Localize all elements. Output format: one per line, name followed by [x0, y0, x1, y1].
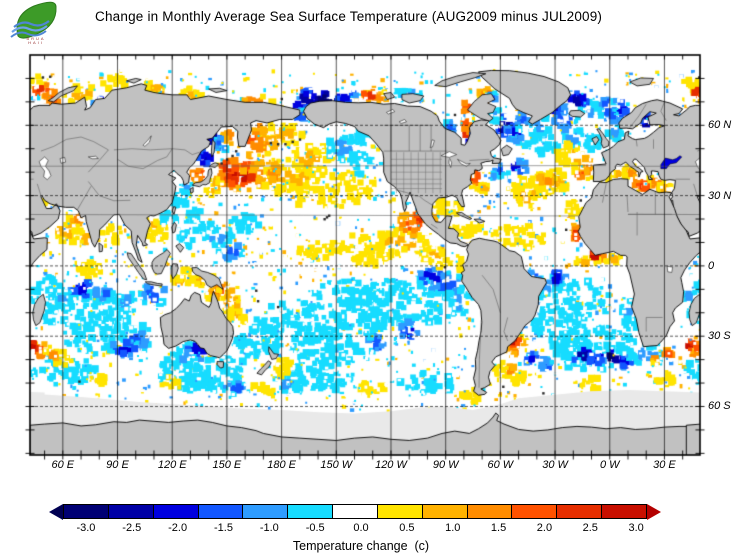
lon-axis-label: 90 E [106, 459, 129, 471]
colorbar-segment [556, 504, 603, 519]
lon-axis-label: 30 E [653, 459, 676, 471]
colorbar-tick-label: 1.5 [490, 522, 507, 534]
colorbar-segment [242, 504, 289, 519]
colorbar-title: Temperature change (c) [292, 539, 430, 553]
leaf-waves-icon [10, 1, 57, 39]
colorbar-tick-label: 2.5 [582, 522, 598, 534]
lat-axis-label: 30 N [708, 189, 732, 202]
colorbar-segment [466, 504, 513, 519]
lat-axis-label: 30 S [708, 330, 731, 343]
lon-axis-label: 120 W [375, 459, 407, 471]
colorbar-tick-label: -3.0 [76, 522, 96, 534]
logo-caption-line2: HAII [28, 40, 44, 45]
world-sst-anomaly-map [22, 47, 714, 465]
logo-caption-line1: BRUA [26, 36, 46, 41]
lon-axis-label: 30 W [542, 459, 568, 471]
colorbar-segment [601, 504, 647, 519]
colorbar-tick-labels: -3.0 -2.5 -2.0 -1.5 -1.0 -0.5 0.0 0.5 1.0 1.5 2.0 2… [49, 522, 673, 536]
colorbar: -3.0 -2.5 -2.0 -1.5 -1.0 -0.5 0.0 0.5 1.0 1.5 2.0 2… [49, 503, 673, 553]
logo-caption: BRUA HAII [10, 37, 62, 45]
agency-logo: BRUA HAII [10, 1, 62, 47]
colorbar-segment [332, 504, 378, 519]
lon-axis-label: 90 W [432, 459, 459, 471]
colorbar-tick-label: -1.5 [213, 522, 233, 534]
colorbar-tick-label: -1.0 [259, 522, 279, 534]
colorbar-segment [376, 504, 423, 519]
lat-axis-label: 60 N [708, 119, 732, 132]
colorbar-tick-label: 1.0 [445, 522, 461, 534]
figure-title: Change in Monthly Average Sea Surface Te… [95, 9, 603, 24]
colorbar-segment [511, 504, 558, 519]
lon-axis-label: 180 E [267, 459, 296, 471]
colorbar-tick-label: 0.5 [399, 522, 415, 534]
colorbar-segment [107, 504, 154, 519]
lon-axis-label: 60 W [487, 459, 514, 471]
lon-axis-label: 150 W [320, 459, 353, 471]
colorbar-segment [63, 504, 109, 519]
lon-axis-label: 120 E [157, 459, 187, 471]
lon-axis-label: 60 E [51, 459, 75, 471]
colorbar-segments [49, 503, 673, 520]
colorbar-segment [197, 504, 244, 519]
colorbar-tick-label: -2.0 [168, 522, 188, 534]
colorbar-tick-label: -2.5 [122, 522, 142, 534]
colorbar-tick-label: 2.0 [536, 522, 553, 534]
lat-axis-label: 0 [708, 259, 715, 272]
colorbar-segment [287, 504, 334, 519]
lon-axis-label: 0 W [599, 459, 620, 471]
lat-axis-label: 60 S [708, 400, 731, 413]
lon-axis-label: 150 E [212, 459, 242, 471]
colorbar-right-arrow [646, 503, 661, 520]
colorbar-tick-label: 0.0 [353, 522, 369, 534]
colorbar-segment [152, 504, 199, 519]
colorbar-tick-label: 3.0 [628, 522, 644, 534]
colorbar-left-arrow [49, 503, 63, 520]
colorbar-tick-label: -0.5 [305, 522, 325, 534]
colorbar-segment [421, 504, 468, 519]
